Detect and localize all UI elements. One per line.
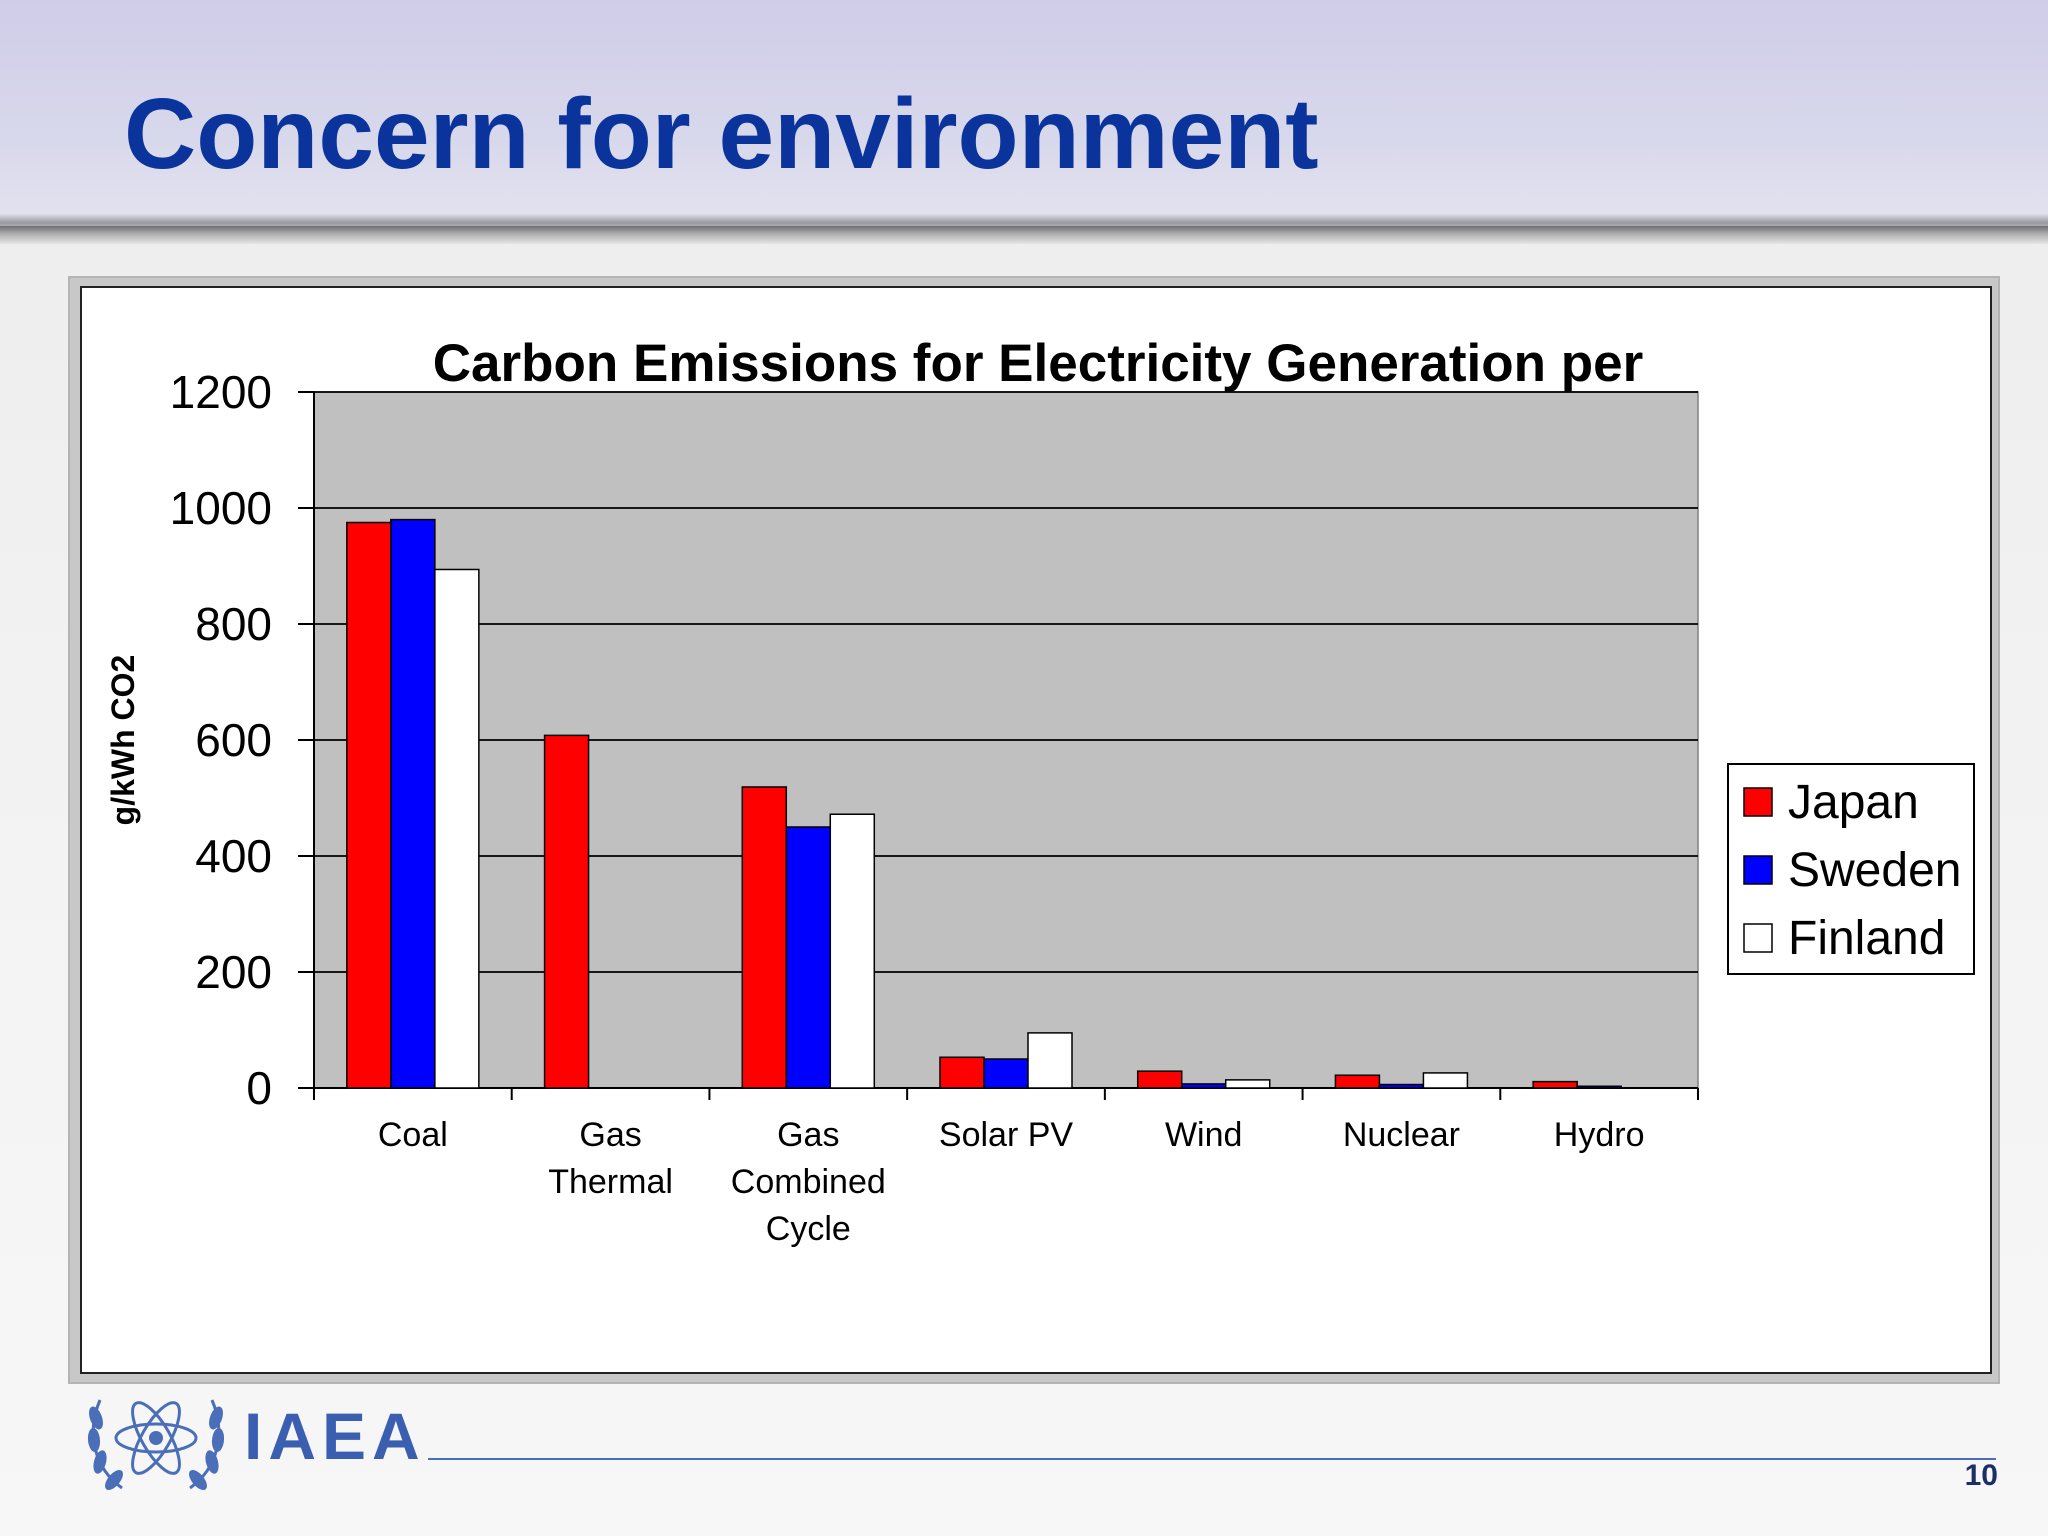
bar-finland	[1422, 1072, 1469, 1089]
bar-japan	[1532, 1080, 1578, 1089]
bar-chart: Carbon Emissions for Electricity Generat…	[105, 334, 1975, 1248]
legend-swatch-sweden	[1743, 855, 1773, 885]
chart-area: Carbon Emissions for Electricity Generat…	[80, 286, 1992, 1374]
x-category-label: Nuclear	[1343, 1116, 1460, 1154]
slide-title: Concern for environment	[124, 78, 1319, 190]
bar-finland	[829, 813, 876, 1089]
y-tick-label: 1000	[170, 482, 272, 534]
x-category-label: Hydro	[1554, 1116, 1645, 1154]
bar-japan	[1136, 1070, 1183, 1089]
legend-label-japan: Japan	[1788, 776, 1919, 829]
y-axis-title: g/kWh CO2	[105, 655, 141, 826]
bar-finland	[1027, 1032, 1073, 1089]
footer-divider	[428, 1458, 1996, 1460]
bar-japan	[939, 1056, 985, 1089]
bar-sweden	[983, 1058, 1029, 1089]
chart-title-line-1: Carbon Emissions for Electricity Generat…	[433, 334, 1644, 393]
x-category-label: Cycle	[766, 1210, 851, 1248]
slide-header	[0, 0, 2048, 232]
bar-japan	[741, 786, 788, 1089]
legend-swatch-finland	[1743, 923, 1773, 953]
x-category-label: Coal	[378, 1116, 448, 1154]
x-category-label: Solar PV	[939, 1116, 1073, 1154]
y-tick-label: 200	[195, 946, 272, 998]
y-tick-label: 0	[246, 1062, 272, 1114]
bar-sweden	[1576, 1085, 1622, 1089]
y-tick-label: 600	[195, 714, 272, 766]
bar-japan	[543, 734, 590, 1089]
bar-japan	[1334, 1074, 1381, 1089]
bar-sweden	[785, 826, 832, 1089]
y-tick-label: 800	[195, 598, 272, 650]
x-category-label: Gas	[777, 1116, 839, 1154]
x-category-label: Gas	[579, 1116, 641, 1154]
legend-swatch-japan	[1743, 787, 1773, 817]
bar-sweden	[390, 518, 436, 1089]
iaea-emblem-icon	[87, 1399, 225, 1490]
header-divider	[0, 226, 2048, 244]
page-number: 10	[1964, 1459, 1998, 1492]
bar-finland	[1224, 1079, 1271, 1089]
bar-finland	[434, 568, 480, 1089]
bar-sweden	[1180, 1083, 1227, 1089]
x-category-label: Thermal	[548, 1163, 673, 1201]
y-tick-label: 1200	[170, 366, 272, 418]
y-tick-label: 400	[195, 830, 272, 882]
legend-label-finland: Finland	[1788, 912, 1945, 965]
x-category-label: Wind	[1165, 1116, 1242, 1154]
x-category-label: Combined	[731, 1163, 886, 1201]
legend-label-sweden: Sweden	[1788, 844, 1961, 897]
iaea-logo-text: IAEA	[244, 1399, 426, 1473]
bar-japan	[346, 521, 392, 1089]
bar-sweden	[1378, 1083, 1425, 1089]
